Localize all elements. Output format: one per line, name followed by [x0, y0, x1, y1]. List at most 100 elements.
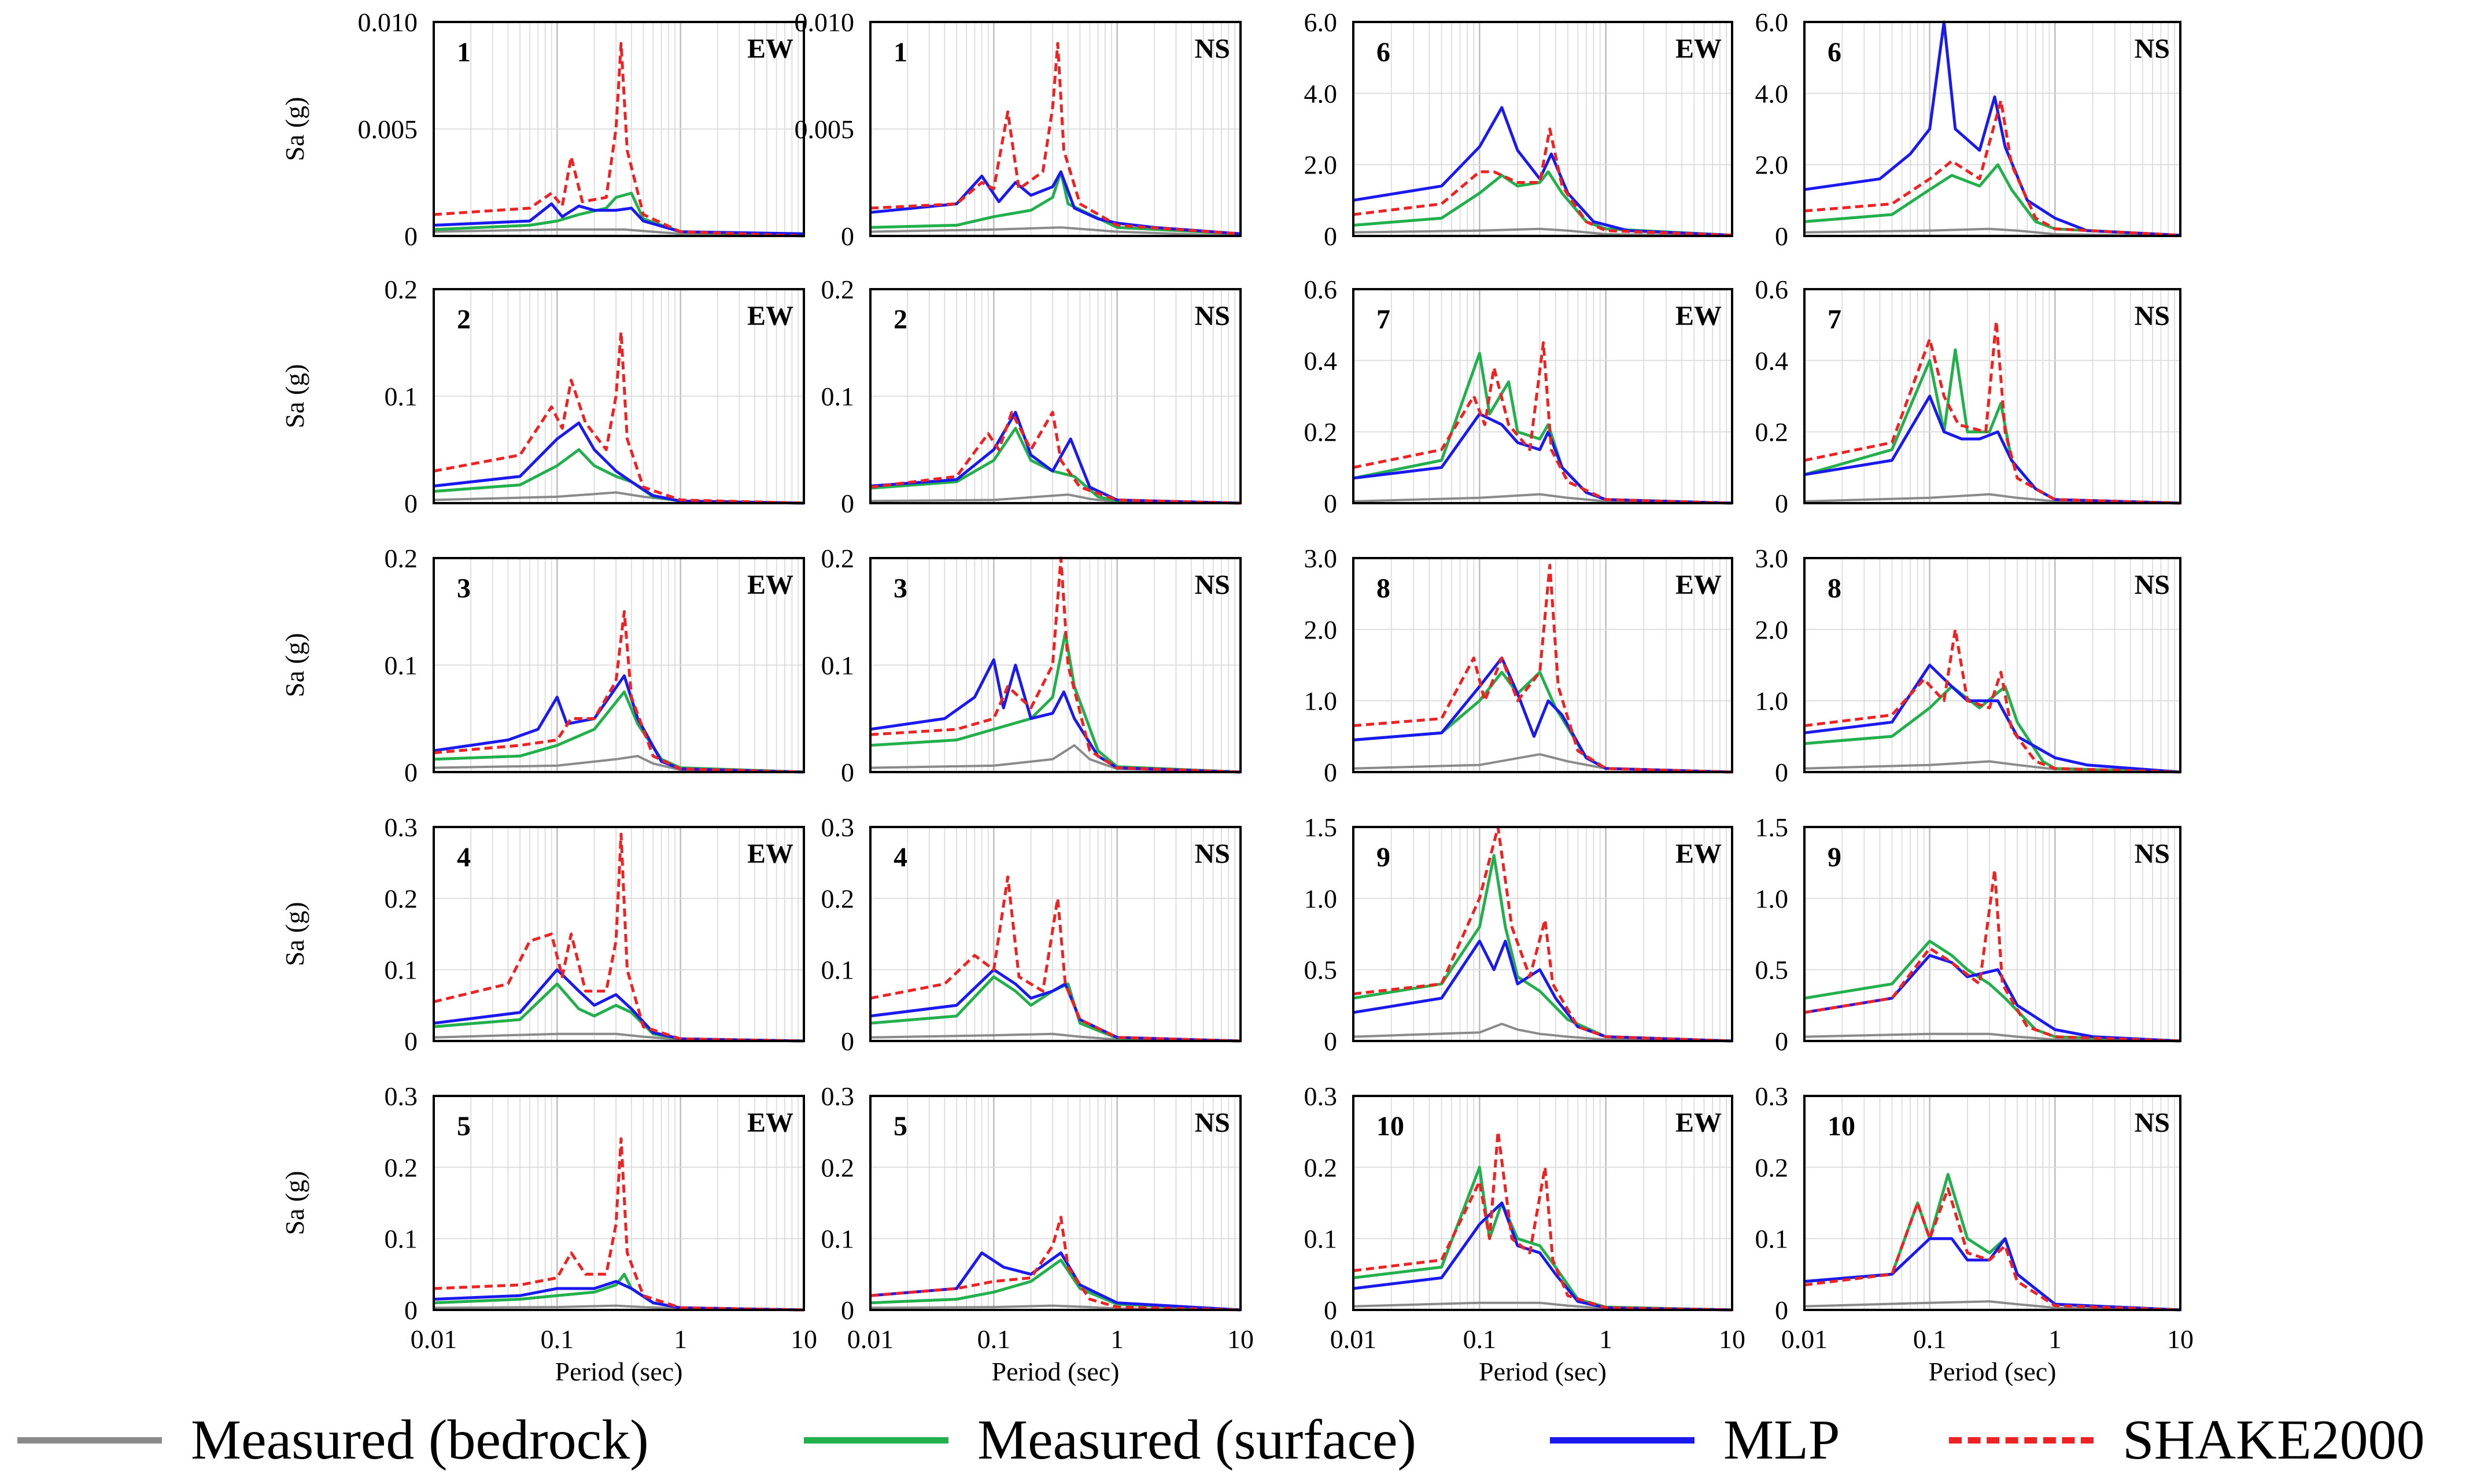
y-tick-label: 0.3	[821, 1081, 855, 1111]
panel-number: 5	[894, 1111, 907, 1142]
series-line-surface	[433, 690, 804, 774]
series-line-mlp	[1353, 412, 1733, 505]
series-line-shake	[1804, 1187, 2181, 1312]
y-tick-label: 0	[1775, 489, 1788, 518]
panel-1-ew: 0 0.005 0.010 1 EW Sa (g)	[280, 8, 805, 251]
series-line-bedrock	[870, 226, 1241, 237]
component-label: EW	[747, 301, 793, 331]
panel-6-ew: 0 2.0 4.0 6.0 6 EW	[1304, 8, 1733, 251]
y-axis-label: Sa (g)	[280, 1171, 309, 1235]
y-tick-label: 0	[404, 758, 418, 787]
series-line-bedrock	[870, 1304, 1241, 1311]
y-tick-label: 0	[841, 222, 854, 251]
panel-3-ew: 0 0.1 0.2 3 EW Sa (g)	[280, 544, 805, 787]
plot-frame	[1803, 1095, 2181, 1311]
series-line-shake	[1804, 320, 2181, 505]
x-tick-label: 10	[1719, 1324, 1745, 1354]
panel-number: 6	[1828, 37, 1841, 68]
y-tick-label: 0.1	[821, 955, 855, 985]
y-tick-label: 1.0	[1304, 686, 1338, 716]
x-tick-label: 0.1	[541, 1324, 574, 1354]
x-tick-label: 0.1	[1463, 1324, 1497, 1354]
panel-2-ns: 0 0.1 0.2 2 NS	[821, 275, 1242, 518]
series-line-surface	[1353, 170, 1733, 237]
x-tick-label: 0.1	[977, 1324, 1011, 1354]
y-tick-label: 0	[1775, 758, 1788, 787]
y-tick-label: 0.1	[1755, 1224, 1789, 1254]
plot-frame	[869, 557, 1242, 773]
y-tick-label: 2.0	[1304, 615, 1338, 644]
y-tick-label: 0	[1324, 1295, 1337, 1325]
series-line-shake	[870, 411, 1241, 505]
series-line-shake	[433, 42, 804, 238]
panel-number: 7	[1376, 304, 1390, 335]
series-line-bedrock	[1804, 493, 2181, 504]
y-tick-label: 0	[1324, 222, 1337, 251]
plot-frame	[433, 1095, 805, 1311]
component-label: NS	[2135, 301, 2170, 331]
series-line-surface	[433, 982, 804, 1043]
x-tick-label: 0.1	[1913, 1324, 1947, 1354]
series-line-bedrock	[1353, 493, 1733, 504]
plot-frame	[1803, 21, 2181, 237]
y-tick-label: 0.2	[1755, 418, 1789, 447]
y-tick-label: 6.0	[1304, 8, 1338, 37]
y-tick-label: 0.4	[1304, 346, 1338, 375]
x-tick-label: 10	[1227, 1324, 1254, 1354]
component-label: EW	[1675, 34, 1722, 64]
series-line-shake	[870, 875, 1241, 1043]
x-tick-label: 1	[1110, 1324, 1124, 1354]
y-tick-label: 0.005	[358, 115, 418, 144]
legend: Measured (bedrock) Measured (surface) ML…	[0, 1400, 2466, 1481]
plot-frame	[1803, 288, 2181, 504]
y-tick-label: 0.3	[1755, 1081, 1789, 1111]
panel-7-ns: 0 0.2 0.4 0.6 7 NS	[1755, 275, 2181, 518]
series-line-shake	[1804, 868, 2181, 1043]
y-axis-label: Sa (g)	[280, 902, 309, 966]
y-axis-label: Sa (g)	[280, 364, 309, 428]
panel-number: 9	[1376, 842, 1390, 873]
component-label: NS	[1195, 839, 1230, 869]
y-tick-label: 0.1	[385, 955, 418, 985]
plot-frame	[433, 826, 805, 1042]
series-line-surface	[1804, 348, 2181, 505]
panel-10-ew: 0 0.1 0.2 0.3 10 EW 0.01 0.1 1 10 Period (sec)	[1304, 1081, 1746, 1386]
component-label: EW	[747, 839, 793, 869]
panel-number: 9	[1828, 842, 1841, 873]
panel-number: 8	[1828, 573, 1841, 604]
y-tick-label: 0.3	[821, 813, 855, 842]
series-line-surface	[870, 632, 1241, 774]
legend-label-measured-bedrock: Measured (bedrock)	[191, 1409, 649, 1471]
series-line-surface	[1353, 1165, 1733, 1312]
series-line-mlp	[433, 421, 804, 505]
y-tick-label: 6.0	[1755, 8, 1789, 37]
series-line-mlp	[870, 1251, 1241, 1312]
x-tick-label: 0.01	[847, 1324, 894, 1354]
y-tick-label: 0.2	[385, 884, 418, 913]
legend-label-mlp: MLP	[1723, 1409, 1840, 1471]
y-tick-label: 1.5	[1304, 813, 1338, 842]
series-line-surface	[1804, 1173, 2181, 1312]
series-line-surface	[1353, 352, 1733, 505]
plot-frame	[1352, 288, 1733, 504]
y-tick-label: 0.2	[385, 1153, 418, 1182]
y-tick-label: 0	[841, 758, 854, 787]
component-label: NS	[2135, 34, 2170, 64]
series-line-mlp	[1804, 20, 2181, 237]
y-tick-label: 0	[404, 489, 418, 518]
series-line-mlp	[870, 968, 1241, 1043]
y-tick-label: 0.1	[821, 651, 855, 680]
panel-5-ew: 0 0.1 0.2 0.3 5 EW Sa (g) 0.01 0.1 1 10 Period (sec…	[280, 1081, 817, 1386]
y-tick-label: 0.1	[385, 1224, 418, 1254]
panel-number: 7	[1828, 304, 1841, 335]
x-axis-label: Period (sec)	[992, 1357, 1120, 1386]
plot-frame	[433, 288, 805, 504]
panel-number: 2	[894, 304, 907, 335]
x-tick-label: 0.01	[1330, 1324, 1377, 1354]
panel-number: 3	[457, 573, 471, 604]
series-line-bedrock	[1353, 227, 1733, 237]
x-axis-label: Period (sec)	[555, 1357, 683, 1386]
series-line-shake	[1353, 825, 1733, 1043]
y-tick-label: 2.0	[1304, 150, 1338, 180]
y-tick-label: 0	[404, 1027, 418, 1056]
